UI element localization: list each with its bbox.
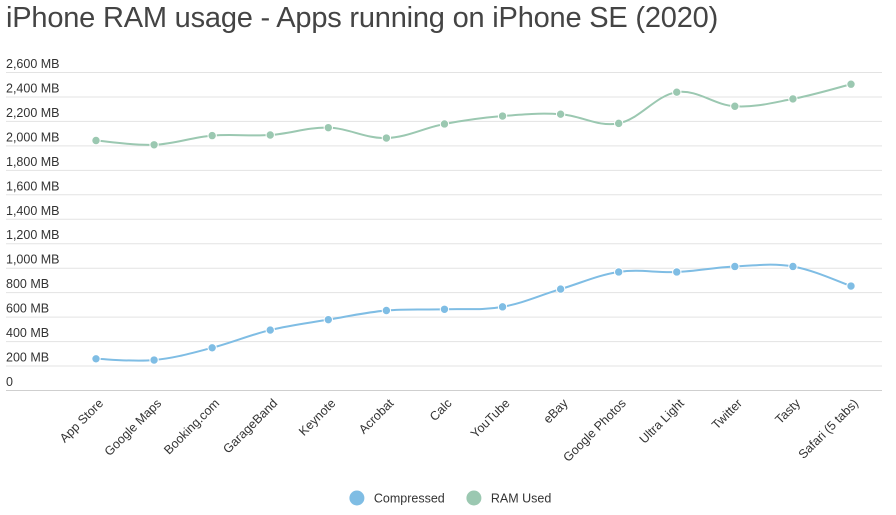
data-point-ram-used[interactable] (672, 87, 682, 97)
data-point-compressed[interactable] (323, 314, 334, 325)
data-point-compressed[interactable] (439, 304, 450, 314)
data-point-ram-used[interactable] (730, 101, 740, 111)
data-point-ram-used[interactable] (323, 122, 334, 133)
y-tick-label: 1,600 MB (6, 179, 60, 193)
data-point-ram-used[interactable] (381, 133, 392, 143)
y-tick-label: 200 MB (6, 351, 49, 365)
chart-title: iPhone RAM usage - Apps running on iPhon… (6, 2, 719, 34)
y-tick-label: 2,000 MB (6, 130, 60, 144)
x-tick-label: YouTube (468, 396, 513, 441)
x-tick-label: Twitter (709, 396, 745, 432)
x-tick-label: eBay (541, 396, 572, 427)
x-tick-label: Booking.com (161, 396, 222, 457)
y-tick-label: 2,400 MB (6, 81, 60, 95)
series-line-ram-used (95, 83, 852, 146)
data-point-compressed[interactable] (846, 281, 856, 291)
data-point-compressed[interactable] (497, 302, 508, 312)
series-line-compressed (95, 263, 852, 362)
x-tick-label: Google Maps (102, 396, 164, 458)
x-tick-label: Acrobat (356, 396, 397, 437)
data-point-ram-used[interactable] (207, 130, 217, 141)
data-point-ram-used[interactable] (497, 111, 508, 121)
series-points (91, 79, 856, 365)
data-point-ram-used[interactable] (555, 109, 566, 119)
x-tick-label: Google Photos (560, 396, 628, 464)
y-tick-label: 1,800 MB (6, 155, 60, 169)
x-tick-label: Keynote (296, 396, 338, 438)
x-tick-label: Calc (427, 396, 455, 424)
x-tick-label: Tasty (773, 396, 804, 427)
data-point-ram-used[interactable] (788, 94, 798, 104)
y-tick-label: 1,000 MB (6, 253, 60, 267)
y-tick-label: 1,400 MB (6, 204, 60, 218)
legend-label-ram-used[interactable]: RAM Used (491, 492, 551, 506)
series-lines (95, 83, 852, 362)
data-point-compressed[interactable] (672, 267, 682, 277)
x-tick-label: App Store (57, 396, 106, 445)
x-tick-label: GarageBand (220, 396, 280, 456)
data-point-compressed[interactable] (730, 261, 740, 272)
y-tick-label: 600 MB (6, 302, 49, 316)
data-point-ram-used[interactable] (265, 130, 275, 140)
grid-lines (6, 72, 882, 391)
y-tick-label: 800 MB (6, 277, 49, 291)
data-point-compressed[interactable] (149, 355, 159, 365)
data-point-compressed[interactable] (207, 343, 217, 353)
y-tick-label: 2,200 MB (6, 106, 60, 120)
legend-label-compressed[interactable]: Compressed (374, 492, 445, 506)
legend-swatch-compressed[interactable] (349, 490, 365, 506)
data-point-ram-used[interactable] (846, 79, 856, 89)
data-point-compressed[interactable] (788, 261, 798, 272)
data-point-compressed[interactable] (265, 325, 275, 335)
x-tick-label: Safari (5 tabs) (796, 396, 861, 461)
legend: Compressed RAM Used (349, 490, 551, 506)
data-point-compressed[interactable] (613, 267, 624, 277)
data-point-ram-used[interactable] (91, 135, 101, 146)
data-point-ram-used[interactable] (613, 118, 624, 129)
y-axis-ticks: 0 200 MB 400 MB 600 MB 800 MB 1,000 MB 1,200 M… (6, 57, 60, 389)
data-point-compressed[interactable] (555, 284, 566, 294)
y-tick-label: 0 (6, 375, 13, 389)
data-point-compressed[interactable] (91, 354, 101, 364)
legend-swatch-ram-used[interactable] (466, 490, 482, 506)
x-tick-label: Ultra Light (637, 396, 688, 447)
y-tick-label: 1,200 MB (6, 228, 60, 242)
data-point-ram-used[interactable] (149, 140, 159, 150)
data-point-ram-used[interactable] (439, 119, 450, 129)
y-tick-label: 400 MB (6, 326, 49, 340)
y-tick-label: 2,600 MB (6, 57, 60, 71)
data-point-compressed[interactable] (381, 305, 392, 316)
